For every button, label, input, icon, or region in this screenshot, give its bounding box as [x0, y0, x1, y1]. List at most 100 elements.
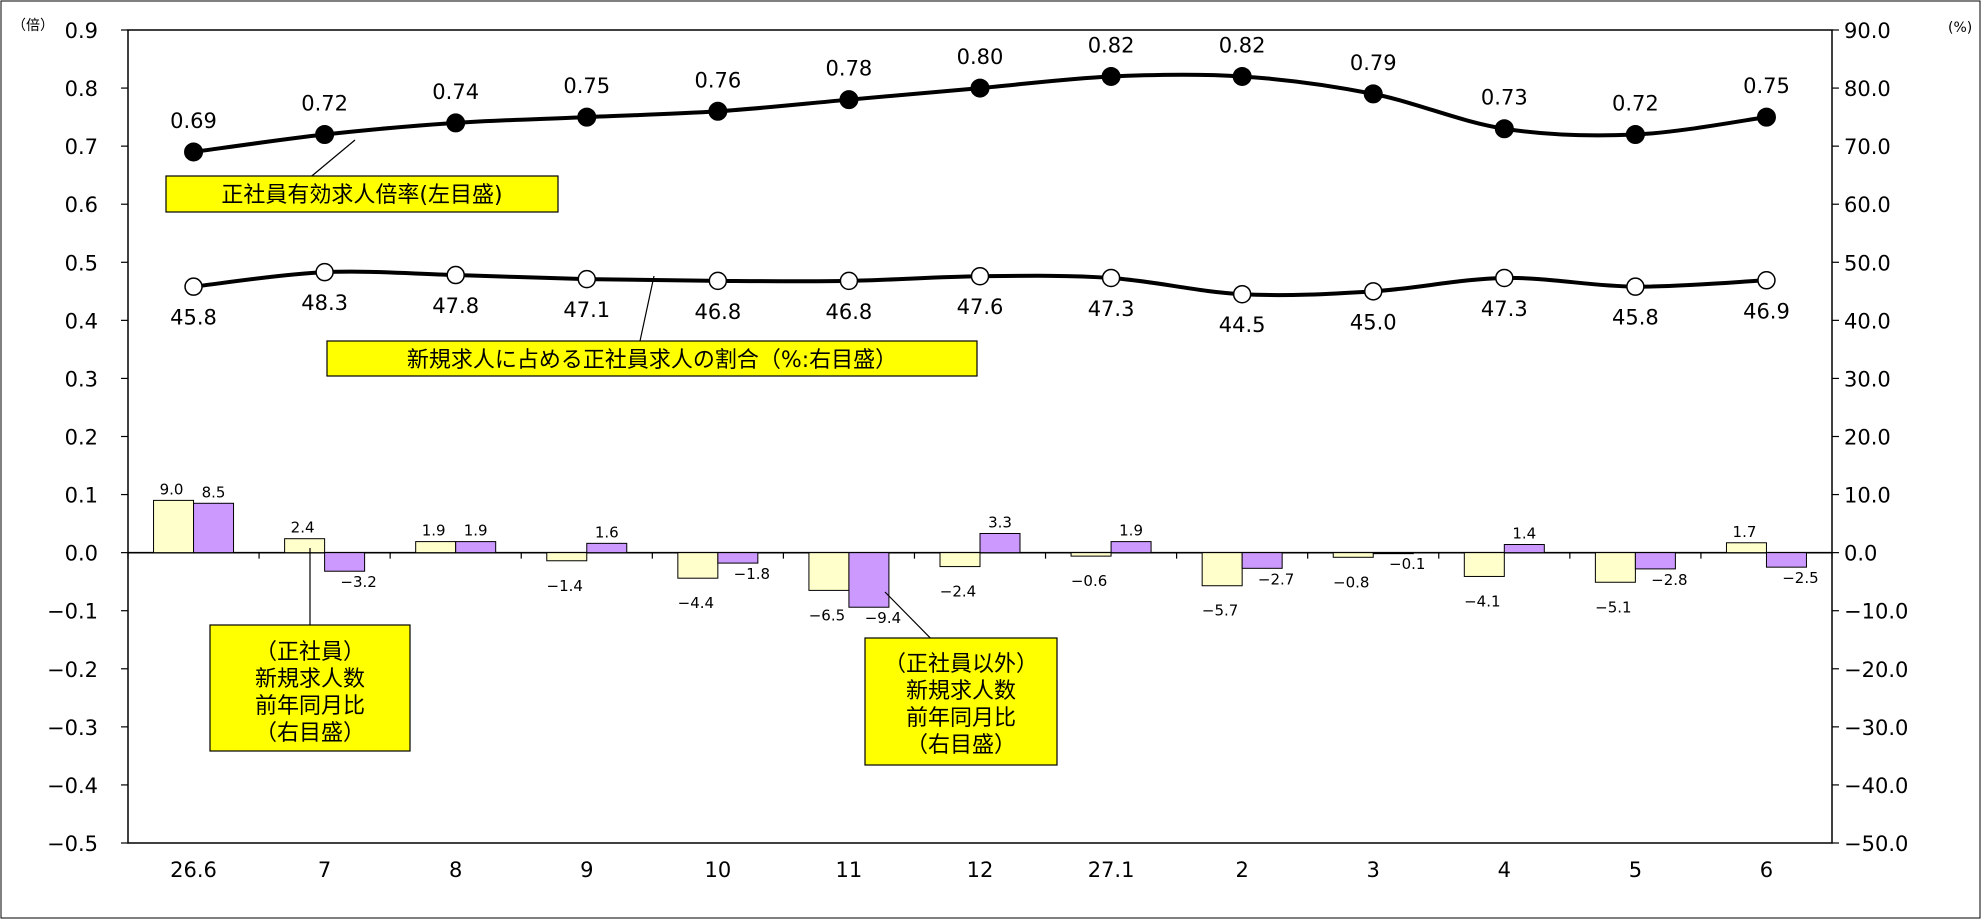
bar-data-label: 9.0	[160, 480, 184, 498]
line-data-label: 46.8	[826, 300, 873, 324]
annotation-box-regular: （正社員） 新規求人数 前年同月比 （右目盛）	[209, 624, 411, 752]
right-axis-tick-label: 0.0	[1844, 542, 1877, 566]
line-data-label: 47.1	[563, 298, 610, 322]
line-point	[184, 277, 203, 296]
right-axis-tick-label: −30.0	[1844, 716, 1908, 740]
bar	[1070, 552, 1112, 557]
bar-data-label: 1.6	[595, 523, 619, 541]
bar	[677, 552, 719, 579]
bar-data-label: −5.7	[1202, 602, 1238, 620]
annotation-regular-line-2: 新規求人数	[255, 667, 365, 692]
bar-data-label: −2.8	[1651, 571, 1687, 589]
line-point	[708, 271, 728, 291]
bar-data-label: 2.4	[291, 519, 315, 537]
leader-line-share	[639, 275, 655, 342]
right-axis-unit: (%)	[1948, 20, 1972, 36]
bar	[1372, 552, 1414, 555]
bar	[153, 499, 195, 554]
bar	[586, 542, 628, 554]
annotation-ratio-text: 正社員有効求人倍率(左目盛)	[221, 183, 502, 208]
bar-data-label: 1.7	[1733, 523, 1757, 541]
annotation-boxes: 正社員有効求人倍率(左目盛) 新規求人に占める正社員求人の割合（%:右目盛） （…	[165, 175, 1058, 766]
right-axis: 90.0 80.0 70.0 60.0 50.0 40.0 30.0 20.0 10.0 0.0 −…	[1832, 19, 1908, 856]
left-axis-tick-label: −0.3	[47, 716, 98, 740]
line-point	[1757, 271, 1776, 290]
right-axis-tick-label: 10.0	[1844, 484, 1891, 508]
category-label: 10	[704, 858, 731, 882]
line-data-label: 0.74	[432, 80, 479, 104]
bar-data-label: 8.5	[202, 483, 226, 501]
line-point	[577, 269, 597, 289]
bar-data-label: 1.9	[422, 522, 446, 540]
line-point	[1494, 119, 1514, 139]
annotation-box-ratio: 正社員有効求人倍率(左目盛)	[165, 175, 559, 213]
right-axis-tick-label: 20.0	[1844, 426, 1891, 450]
left-axis-unit: （倍）	[12, 18, 54, 34]
left-axis-tick-label: 0.0	[65, 542, 98, 566]
line-data-label: 0.69	[170, 109, 217, 133]
line-data-label: 46.9	[1743, 299, 1790, 323]
bar	[1503, 544, 1545, 554]
line-data-label: 45.8	[1612, 306, 1659, 330]
right-axis-tick-label: 80.0	[1844, 77, 1891, 101]
left-axis-tick-label: 0.6	[65, 193, 98, 217]
line-point	[446, 113, 466, 133]
category-label: 27.1	[1088, 858, 1135, 882]
category-label: 26.6	[170, 858, 217, 882]
line-point	[708, 101, 728, 121]
annotation-nonregular-line-2: 新規求人数	[906, 679, 1016, 704]
line-data-label: 47.3	[1088, 297, 1135, 321]
right-axis-tick-label: 40.0	[1844, 309, 1891, 333]
right-axis-tick-label: −50.0	[1844, 832, 1908, 856]
category-label: 8	[449, 858, 462, 882]
line-data-label: 48.3	[301, 291, 348, 315]
bar-data-label: −0.8	[1333, 573, 1369, 591]
line-point	[577, 107, 597, 127]
annotation-share-text: 新規求人に占める正社員求人の割合（%:右目盛）	[407, 348, 897, 373]
bar-data-label: −1.4	[547, 577, 583, 595]
bar	[808, 552, 850, 591]
bar-data-label: −9.4	[865, 609, 901, 627]
bar	[1594, 552, 1636, 583]
bar-data-label: −6.5	[809, 606, 845, 624]
category-axis: 26.6 7 8 9 10 11 12 27.1 2 3 4 5 6	[170, 858, 1773, 882]
left-axis-tick-label: −0.2	[47, 658, 98, 682]
bar-data-label: −0.6	[1071, 572, 1107, 590]
annotation-regular-line-4: （右目盛）	[255, 721, 365, 746]
line-data-label: 0.72	[301, 92, 348, 116]
bar-labels-group: 9.0 2.4 1.9 −1.4 −4.4 −6.5 −2.4 −0.6 −5.7 −0.8 −4.…	[160, 480, 1819, 627]
line-point	[315, 125, 335, 145]
bar-data-label: 3.3	[988, 513, 1012, 531]
annotation-nonregular-line-3: 前年同月比	[906, 706, 1016, 731]
bar-data-label: 1.4	[1512, 525, 1536, 543]
right-axis-tick-label: 50.0	[1844, 251, 1891, 275]
category-label: 9	[580, 858, 593, 882]
bar-data-label: −2.5	[1782, 569, 1818, 587]
line-data-label: 45.8	[170, 306, 217, 330]
bar	[455, 541, 497, 554]
right-axis-tick-label: 70.0	[1844, 135, 1891, 159]
bar-data-label: −4.1	[1464, 592, 1500, 610]
line-point	[1363, 84, 1383, 104]
line-data-label: 47.3	[1481, 297, 1528, 321]
left-axis-tick-label: 0.3	[65, 367, 98, 391]
annotation-box-nonregular: （正社員以外） 新規求人数 前年同月比 （右目盛）	[864, 637, 1058, 766]
bar	[1110, 541, 1152, 554]
right-axis-tick-label: −40.0	[1844, 774, 1908, 798]
line-point	[1495, 268, 1514, 288]
bar-data-label: −0.1	[1389, 555, 1425, 573]
line-point	[1101, 66, 1121, 86]
bar	[546, 552, 588, 562]
right-axis-tick-label: 30.0	[1844, 367, 1891, 391]
left-axis-tick-label: 0.5	[65, 251, 98, 275]
bar	[939, 552, 981, 568]
line-point	[1232, 284, 1252, 304]
bar-data-label: 1.9	[1119, 522, 1143, 540]
bar-series-group	[153, 499, 1807, 608]
right-axis-tick-label: 90.0	[1844, 19, 1891, 43]
left-axis-tick-label: 0.7	[65, 135, 98, 159]
bar	[979, 532, 1021, 554]
left-axis-tick-label: −0.1	[47, 600, 98, 624]
